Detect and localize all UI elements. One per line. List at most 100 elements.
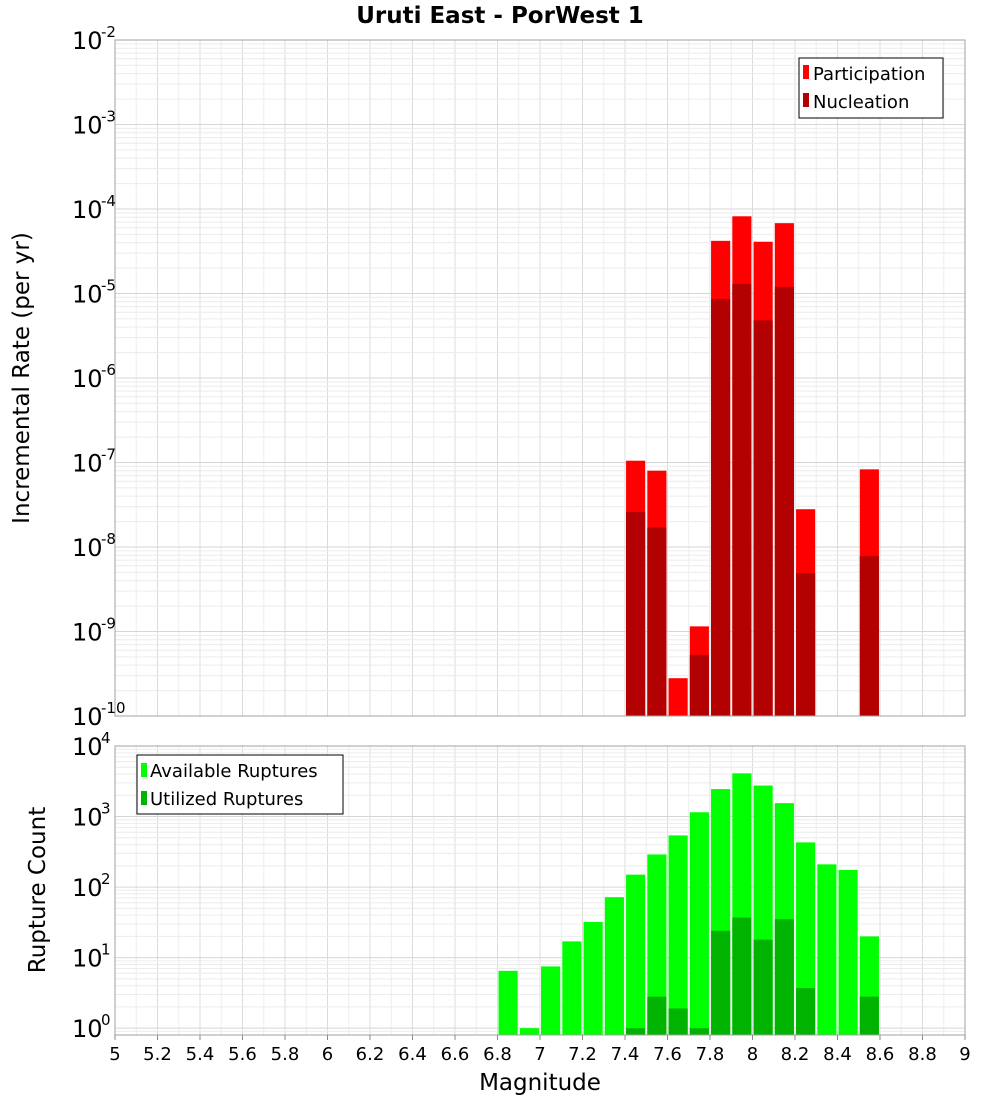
utilized-ruptures-bar	[668, 1008, 688, 1035]
x-tick-label: 6.8	[483, 1044, 512, 1065]
x-tick-label: 5	[109, 1044, 120, 1065]
utilized-legend-swatch	[141, 791, 147, 805]
rate-y-tick-label: 10	[72, 619, 103, 647]
count-y-tick-exponent: 2	[101, 870, 111, 888]
available-ruptures-bar	[519, 1028, 539, 1035]
rate-y-tick-label: 10	[72, 703, 103, 731]
chart-title: Uruti East - PorWest 1	[356, 3, 644, 29]
x-tick-label: 5.2	[143, 1044, 172, 1065]
x-tick-label: 8.4	[823, 1044, 852, 1065]
utilized-ruptures-bar	[732, 917, 752, 1035]
utilized-ruptures-bar	[647, 996, 667, 1035]
available-ruptures-bar	[626, 874, 646, 1035]
x-tick-label: 7.6	[653, 1044, 682, 1065]
available-ruptures-bar	[562, 941, 582, 1035]
count-y-tick-exponent: 3	[101, 800, 111, 818]
x-tick-label: 7.4	[611, 1044, 640, 1065]
nucleation-bar	[626, 511, 646, 716]
nucleation-bar	[796, 573, 816, 716]
nucleation-bar	[753, 320, 773, 716]
rate-y-tick-exponent: -10	[101, 699, 126, 717]
utilized-ruptures-bar	[859, 996, 879, 1035]
rate-y-tick-exponent: -8	[101, 530, 116, 548]
available-ruptures-bar	[668, 835, 688, 1035]
count-y-tick-label: 10	[72, 945, 103, 973]
available-ruptures-bar	[689, 812, 709, 1035]
rate-y-tick-exponent: -6	[101, 361, 116, 379]
count-y-tick-exponent: 1	[101, 941, 111, 959]
x-tick-label: 5.6	[228, 1044, 257, 1065]
x-tick-label: 7.8	[696, 1044, 725, 1065]
available-ruptures-bar	[647, 854, 667, 1035]
x-tick-label: 7	[534, 1044, 545, 1065]
available-ruptures-bar	[541, 966, 561, 1035]
participation-legend-label: Participation	[813, 64, 925, 85]
x-tick-label: 8.6	[866, 1044, 895, 1065]
magnitude-x-axis-label: Magnitude	[479, 1070, 601, 1096]
magnitude-x-tick-labels: 5 5.2 5.4 5.6 5.8 6 6.2 6.4 6.6 6.8 7 7.2 7.4 7.6 7.8 8…	[109, 1035, 971, 1065]
count-y-tick-label: 10	[72, 1015, 103, 1043]
count-y-axis-label: Rupture Count	[25, 807, 51, 973]
rate-y-tick-label: 10	[72, 196, 103, 224]
rate-legend: Participation Nucleation	[798, 57, 944, 119]
rate-gridlines	[114, 39, 966, 717]
count-legend-box	[136, 754, 344, 815]
rate-y-tick-exponent: -4	[101, 192, 116, 210]
rate-y-tick-exponent: -9	[101, 615, 116, 633]
nucleation-bar	[774, 286, 794, 716]
utilized-ruptures-bar	[711, 930, 731, 1035]
participation-legend-swatch	[803, 65, 809, 79]
x-tick-label: 7.2	[568, 1044, 597, 1065]
count-bars	[498, 773, 879, 1035]
x-tick-label: 6.2	[356, 1044, 385, 1065]
count-y-tick-label: 10	[72, 804, 103, 832]
rate-y-tick-exponent: -7	[101, 446, 116, 464]
utilized-ruptures-bar	[774, 919, 794, 1035]
x-tick-label: 5.8	[271, 1044, 300, 1065]
rate-y-tick-exponent: -3	[101, 108, 116, 126]
x-tick-label: 6.4	[398, 1044, 427, 1065]
x-tick-label: 8.8	[908, 1044, 937, 1065]
available-ruptures-bar	[583, 921, 603, 1035]
rate-plot-frame	[114, 39, 966, 717]
utilized-ruptures-bar	[796, 988, 816, 1035]
rate-legend-box	[798, 57, 944, 119]
rate-y-tick-exponent: -5	[101, 277, 116, 295]
x-tick-label: 6	[322, 1044, 333, 1065]
available-legend-swatch	[141, 763, 147, 777]
count-legend: Available Ruptures Utilized Ruptures	[136, 754, 344, 815]
utilized-ruptures-bar	[689, 1028, 709, 1035]
nucleation-bar	[689, 654, 709, 716]
rate-y-tick-label: 10	[72, 365, 103, 393]
utilized-legend-label: Utilized Ruptures	[150, 789, 303, 810]
x-tick-label: 8.2	[781, 1044, 810, 1065]
nucleation-legend-label: Nucleation	[813, 92, 909, 113]
rate-y-tick-label: 10	[72, 112, 103, 140]
x-tick-label: 9	[959, 1044, 970, 1065]
participation-bar	[668, 678, 688, 716]
utilized-ruptures-bar	[753, 939, 773, 1035]
nucleation-bar	[732, 283, 752, 716]
available-ruptures-bar	[498, 970, 518, 1035]
available-ruptures-bar	[838, 869, 858, 1035]
utilized-ruptures-bar	[626, 1028, 646, 1035]
available-ruptures-bar	[604, 897, 624, 1035]
rate-y-axis-label: Incremental Rate (per yr)	[9, 232, 35, 524]
rate-y-tick-label: 10	[72, 281, 103, 309]
rate-y-tick-exponent: -2	[101, 23, 116, 41]
x-tick-label: 8	[747, 1044, 758, 1065]
x-tick-label: 6.6	[441, 1044, 470, 1065]
count-y-tick-label: 10	[72, 733, 103, 761]
count-y-tick-exponent: 4	[101, 729, 111, 747]
nucleation-bar	[647, 527, 667, 716]
available-ruptures-bar	[817, 864, 837, 1035]
count-y-tick-exponent: 0	[101, 1011, 111, 1029]
nucleation-bar	[859, 556, 879, 716]
nucleation-legend-swatch	[803, 93, 809, 107]
rate-y-tick-label: 10	[72, 534, 103, 562]
